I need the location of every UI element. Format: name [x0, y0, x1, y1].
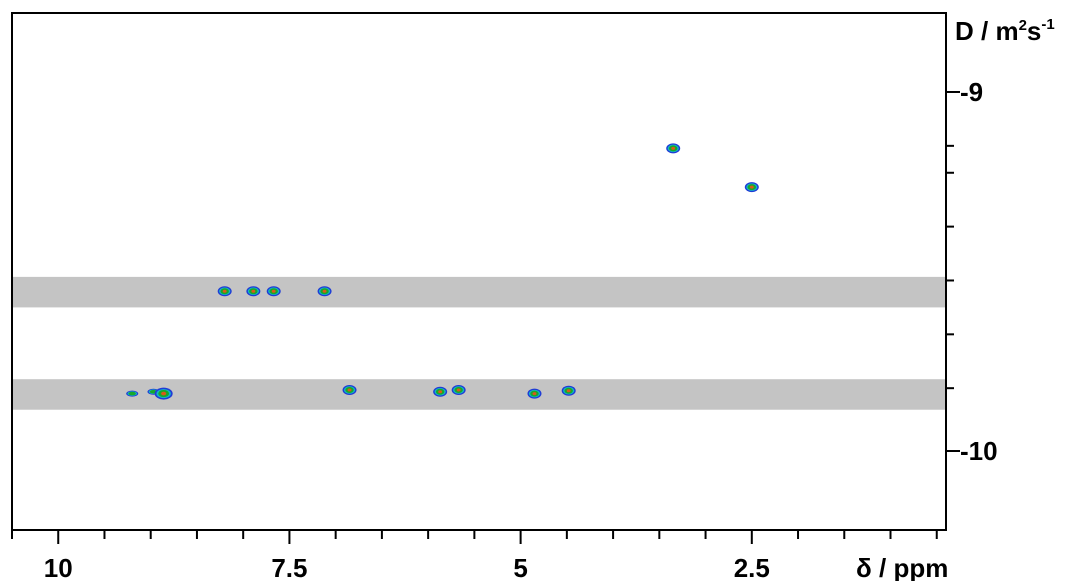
peak	[561, 385, 576, 396]
bands-layer	[12, 276, 946, 410]
y-tick-label: -9	[960, 77, 983, 107]
peak	[154, 387, 173, 400]
tick-labels-layer: 10 7.5 5 2.5 -10 -9	[44, 77, 998, 581]
peak-contour-core	[671, 146, 676, 150]
y-tick-label: -10	[960, 436, 998, 466]
y-axis-label: D / m2s-1	[955, 16, 1055, 46]
peak-contour-inner	[128, 391, 136, 396]
peak-contour-core	[532, 392, 537, 396]
x-tick-label: 2.5	[734, 553, 770, 581]
peak	[666, 143, 681, 154]
species-band	[12, 276, 946, 308]
peak-contour-core	[749, 185, 754, 189]
peak	[266, 286, 281, 297]
x-tick-label: 7.5	[271, 553, 307, 581]
x-tick-label: 10	[44, 553, 73, 581]
peak	[342, 384, 357, 395]
peak-contour-core	[271, 289, 276, 293]
plot-frame	[11, 12, 947, 531]
plot-frame-rect	[11, 12, 947, 531]
peak-contour-core	[347, 388, 352, 392]
peak-contour-core	[438, 390, 443, 394]
peak	[217, 286, 232, 297]
peak	[317, 286, 332, 297]
peak-contour-core	[161, 391, 167, 396]
peak	[451, 384, 466, 395]
y-axis-label-sup2: -1	[1041, 16, 1054, 33]
peak	[527, 388, 542, 399]
peak	[744, 182, 759, 193]
y-axis-label-s: s	[1027, 16, 1041, 46]
x-tick-label: 5	[513, 553, 527, 581]
peak	[246, 286, 261, 297]
peak-contour-core	[222, 289, 227, 293]
peaks-layer	[126, 143, 759, 400]
peak-contour-core	[251, 289, 256, 293]
ticks-layer	[11, 90, 960, 544]
y-axis-label-main: D / m	[955, 16, 1019, 46]
y-axis-label-sup1: 2	[1019, 17, 1027, 34]
peak-contour-core	[322, 289, 327, 293]
peak	[433, 386, 448, 397]
peak-contour-core	[456, 388, 461, 392]
x-axis-label: δ / ppm	[856, 553, 948, 581]
peak-contour-core	[566, 389, 571, 393]
peak	[126, 390, 139, 397]
